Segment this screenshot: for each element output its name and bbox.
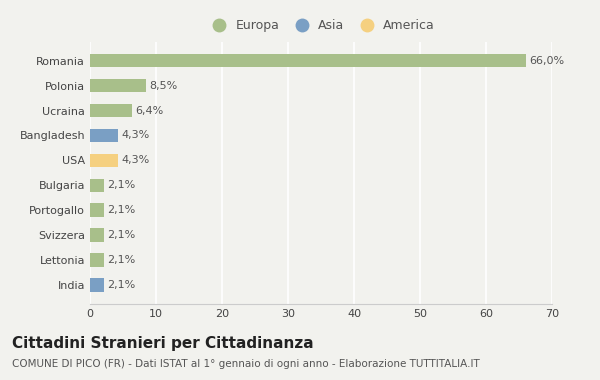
Bar — [90, 253, 104, 267]
Text: 4,3%: 4,3% — [122, 130, 150, 141]
Bar — [90, 179, 104, 192]
Bar — [90, 79, 146, 92]
Text: 2,1%: 2,1% — [107, 205, 136, 215]
Bar — [90, 203, 104, 217]
Text: 2,1%: 2,1% — [107, 255, 136, 265]
Text: 8,5%: 8,5% — [149, 81, 178, 90]
Text: 2,1%: 2,1% — [107, 230, 136, 240]
Text: 66,0%: 66,0% — [529, 55, 564, 66]
Bar — [90, 128, 118, 142]
Text: 6,4%: 6,4% — [136, 106, 164, 116]
Text: 4,3%: 4,3% — [122, 155, 150, 165]
Bar — [90, 154, 118, 167]
Bar — [90, 279, 104, 292]
Bar — [90, 104, 132, 117]
Text: 2,1%: 2,1% — [107, 280, 136, 290]
Legend: Europa, Asia, America: Europa, Asia, America — [202, 14, 440, 37]
Text: COMUNE DI PICO (FR) - Dati ISTAT al 1° gennaio di ogni anno - Elaborazione TUTTI: COMUNE DI PICO (FR) - Dati ISTAT al 1° g… — [12, 359, 480, 369]
Text: Cittadini Stranieri per Cittadinanza: Cittadini Stranieri per Cittadinanza — [12, 336, 314, 351]
Bar — [90, 54, 526, 67]
Text: 2,1%: 2,1% — [107, 180, 136, 190]
Bar — [90, 228, 104, 242]
